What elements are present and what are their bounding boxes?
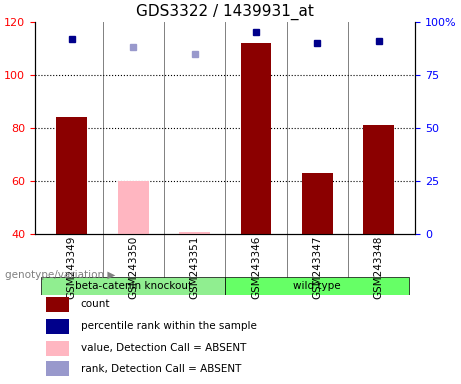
Text: rank, Detection Call = ABSENT: rank, Detection Call = ABSENT [81,364,241,374]
Text: count: count [81,299,110,309]
Text: GSM243347: GSM243347 [312,236,322,299]
Bar [241,43,271,234]
Text: genotype/variation ▶: genotype/variation ▶ [5,270,115,280]
Bar [57,118,87,234]
Text: GSM243350: GSM243350 [128,236,138,299]
Bar [47,361,69,376]
Bar [179,232,210,234]
Bar [47,319,69,334]
Bar [47,296,69,312]
Bar [47,341,69,356]
Text: GSM243348: GSM243348 [374,236,384,299]
Title: GDS3322 / 1439931_at: GDS3322 / 1439931_at [136,4,314,20]
Text: GSM243346: GSM243346 [251,236,261,299]
Text: value, Detection Call = ABSENT: value, Detection Call = ABSENT [81,343,246,353]
Text: beta-catenin knockout: beta-catenin knockout [75,281,192,291]
Text: GSM243349: GSM243349 [67,236,77,299]
Text: percentile rank within the sample: percentile rank within the sample [81,321,256,331]
FancyBboxPatch shape [225,276,409,295]
Text: GSM243351: GSM243351 [189,236,200,299]
FancyBboxPatch shape [41,276,225,295]
Text: wild type: wild type [294,281,341,291]
Bar [302,173,333,234]
Bar [118,181,148,234]
Bar [363,125,394,234]
